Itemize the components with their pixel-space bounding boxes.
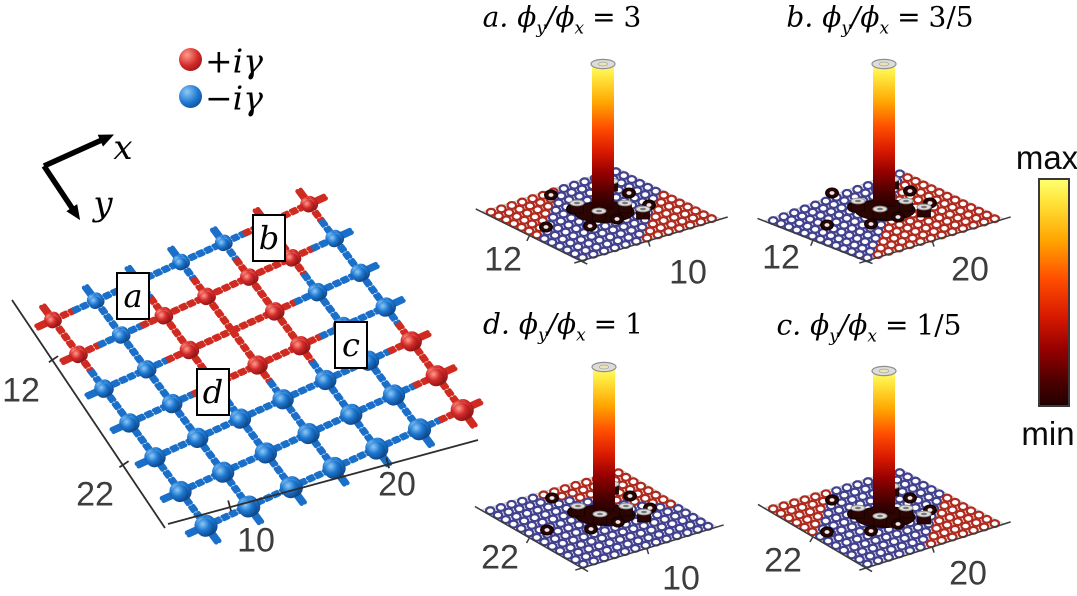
- phi-subscript-y: y: [841, 18, 851, 39]
- panel-d-right-tick: 10: [662, 559, 700, 596]
- lattice-xtick-10: 10: [237, 521, 275, 560]
- panel-c-ratio-value: 1/5: [916, 308, 962, 342]
- phi-subscript-x: x: [576, 325, 586, 346]
- panel-d-ratio-value: 1: [625, 307, 643, 341]
- panel-c-right-tick: 20: [949, 554, 987, 593]
- phi-subscript-x: x: [879, 18, 890, 39]
- panel-b-left-tick: 12: [762, 238, 800, 277]
- colorbar-max-label: max: [1015, 139, 1077, 176]
- legend-loss-label: −iγ: [205, 78, 263, 118]
- panel-d-title-prefix: d.: [483, 307, 510, 341]
- slash: /: [838, 308, 849, 342]
- panel-b-title: b. ϕy/ϕx = 3/5: [786, 0, 974, 39]
- panel-a-right-tick: 10: [669, 253, 707, 292]
- site-label-b: b: [252, 214, 286, 262]
- panel-c-title-prefix: c.: [776, 308, 802, 342]
- gain-sphere-icon: [179, 48, 202, 71]
- site-label-d-text: d: [202, 373, 224, 411]
- site-label-c-text: c: [342, 326, 360, 364]
- phi-symbol: ϕ: [555, 0, 575, 34]
- phi-subscript-y: y: [536, 18, 546, 39]
- phi-symbol: ϕ: [860, 0, 880, 34]
- equals-sign: =: [592, 0, 616, 34]
- phi-symbol: ϕ: [822, 0, 842, 34]
- panel-a-title-prefix: a.: [482, 0, 509, 34]
- equals-sign: =: [897, 0, 921, 34]
- equals-sign: =: [884, 308, 909, 342]
- loss-sphere-icon: [179, 85, 202, 108]
- lattice-ytick-22: 22: [76, 475, 114, 514]
- phi-symbol: ϕ: [518, 307, 538, 341]
- phi-symbol: ϕ: [517, 0, 537, 34]
- panel-d-left-tick: 22: [481, 538, 519, 577]
- phi-subscript-y: y: [829, 326, 839, 347]
- panel-a-title: a. ϕy/ϕx = 3: [482, 0, 642, 39]
- equals-sign: =: [593, 307, 618, 341]
- colorbar-min-label: min: [1021, 415, 1075, 452]
- slash: /: [547, 307, 557, 341]
- site-label-b-text: b: [258, 219, 280, 257]
- site-label-d: d: [196, 368, 230, 416]
- legend-gain-label: +iγ: [205, 41, 263, 81]
- panel-a-left-tick: 12: [484, 240, 522, 279]
- phi-subscript-y: y: [537, 325, 548, 346]
- panel-c-title: c. ϕy/ϕx = 1/5: [776, 308, 962, 347]
- x-axis-label: x: [113, 128, 133, 168]
- site-label-a-text: a: [123, 277, 143, 315]
- slash: /: [545, 0, 556, 34]
- phi-symbol: ϕ: [810, 308, 830, 342]
- panel-b-ratio-value: 3/5: [928, 0, 974, 34]
- site-label-c: c: [334, 321, 368, 369]
- panel-d-title: d. ϕy/ϕx = 1: [483, 307, 643, 346]
- lattice-ytick-12: 12: [2, 371, 40, 410]
- colorbar: [1038, 178, 1070, 407]
- phi-subscript-x: x: [574, 18, 585, 39]
- site-label-a: a: [116, 272, 150, 320]
- phi-subscript-x: x: [867, 326, 877, 347]
- panel-c-left-tick: 22: [764, 541, 802, 580]
- phi-symbol: ϕ: [848, 308, 868, 342]
- panel-b-title-prefix: b.: [786, 0, 814, 34]
- panel-a-ratio-value: 3: [623, 0, 642, 34]
- lattice-xtick-20: 20: [378, 465, 416, 504]
- panel-b-right-tick: 20: [951, 250, 989, 289]
- y-axis-label: y: [93, 184, 113, 224]
- slash: /: [850, 0, 861, 34]
- phi-symbol: ϕ: [556, 307, 577, 341]
